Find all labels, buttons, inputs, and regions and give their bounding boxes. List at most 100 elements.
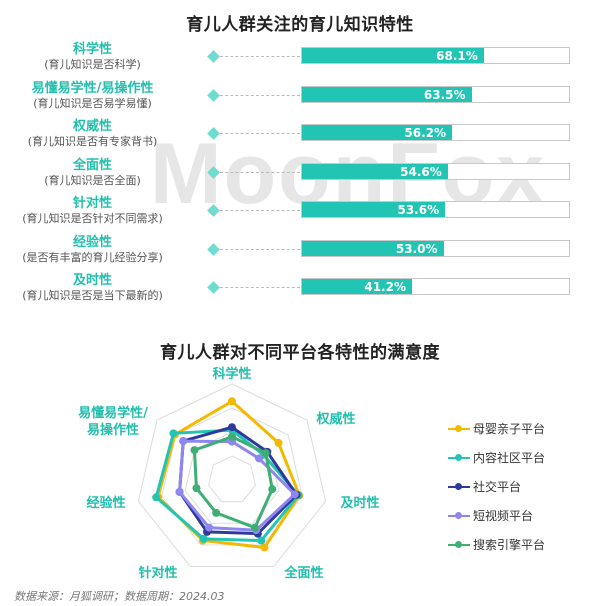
bar-row: 易懂易学性/易操作性 (育儿知识是否易学易懂) 63.5% xyxy=(0,81,600,115)
radar-data-point xyxy=(192,484,201,493)
bar-category-label: 针对性 (育儿知识是否针对不同需求) xyxy=(0,196,185,226)
bar-track: 68.1% xyxy=(301,47,570,64)
dotted-leader-line xyxy=(220,248,300,250)
bar-track: 53.0% xyxy=(301,239,570,257)
radar-data-point xyxy=(261,449,270,458)
bar-category-name: 及时性 xyxy=(72,273,112,288)
axis-label-authority: 权威性 xyxy=(316,412,356,427)
bar-track: 41.2% xyxy=(301,278,570,295)
radar-data-point xyxy=(169,429,178,438)
bar-fill: 41.2% xyxy=(302,279,412,294)
dotted-leader-line xyxy=(220,171,300,173)
bar-value-label: 56.2% xyxy=(404,126,447,140)
axis-label-experience: 经验性 xyxy=(86,496,126,511)
bar-category-desc: (育儿知识是否是当下最新的) xyxy=(22,289,163,302)
bar-row: 全面性 (育儿知识是否全面) 54.6% xyxy=(0,158,600,192)
radar-data-point xyxy=(205,523,214,532)
bar-fill: 63.5% xyxy=(302,86,472,102)
bar-category-desc: (育儿知识是否有专家背书) xyxy=(27,135,158,148)
axis-label-targeted: 针对性 xyxy=(138,566,178,581)
radar-data-point xyxy=(212,508,221,517)
axis-label-ease-line1: 易懂易学性/ xyxy=(78,406,148,421)
radar-data-point xyxy=(152,493,161,502)
bar-category-label: 经验性 (是否有丰富的育儿经验分享) xyxy=(0,235,185,265)
bar-category-label: 全面性 (育儿知识是否全面) xyxy=(0,158,185,188)
legend-dot-icon xyxy=(455,483,462,490)
axis-label-comprehensive: 全面性 xyxy=(284,566,324,581)
radar-data-point xyxy=(228,423,236,432)
radar-data-point xyxy=(260,543,269,552)
legend-dot-icon xyxy=(455,454,462,461)
bar-row: 经验性 (是否有丰富的育儿经验分享) 53.0% xyxy=(0,235,600,269)
bar-category-desc: (育儿知识是否针对不同需求) xyxy=(22,212,163,225)
legend-label: 短视频平台 xyxy=(473,509,534,523)
bar-category-label: 权威性 (育儿知识是否有专家背书) xyxy=(0,119,185,149)
legend-label: 搜索引擎平台 xyxy=(473,538,546,552)
radar-grid-ring xyxy=(184,431,280,524)
bar-category-label: 科学性 (育儿知识是否科学) xyxy=(0,42,185,72)
axis-label-scientific: 科学性 xyxy=(212,367,252,382)
bar-value-label: 53.0% xyxy=(395,241,438,256)
bar-track: 63.5% xyxy=(301,85,570,103)
radar-data-point xyxy=(199,534,208,543)
legend-dot-icon xyxy=(455,512,462,519)
bar-category-desc: (是否有丰富的育儿经验分享) xyxy=(22,250,163,264)
bar-category-label: 及时性 (育儿知识是否是当下最新的) xyxy=(0,273,185,303)
radar-chart-title: 育儿人群对不同平台各特性的满意度 xyxy=(160,343,440,363)
radar-data-point xyxy=(250,523,259,532)
legend-label: 社交平台 xyxy=(473,480,522,494)
dotted-leader-line xyxy=(220,56,300,57)
legend-dot-icon xyxy=(455,541,462,548)
bar-category-name: 全面性 xyxy=(72,157,112,173)
bar-category-name: 针对性 xyxy=(72,196,112,211)
radar-data-point xyxy=(290,490,299,499)
radar-data-point xyxy=(190,446,199,455)
bar-row: 权威性 (育儿知识是否有专家背书) 56.2% xyxy=(0,119,600,153)
bar-category-name: 易懂易学性/易操作性 xyxy=(31,80,154,96)
axis-label-ease-line2: 易操作性 xyxy=(86,423,139,438)
bar-category-name: 科学性 xyxy=(72,42,112,57)
radar-data-point xyxy=(274,438,283,447)
dotted-leader-line xyxy=(220,287,300,288)
radar-grid-ring xyxy=(208,455,256,503)
dotted-leader-line xyxy=(220,210,300,211)
bar-fill: 54.6% xyxy=(302,163,448,179)
data-source-note: 数据来源：月狐调研；数据周期：2024.03 xyxy=(14,590,225,603)
bar-fill: 56.2% xyxy=(302,125,453,140)
axis-label-timeliness: 及时性 xyxy=(340,496,380,511)
bar-row: 科学性 (育儿知识是否科学) 68.1% xyxy=(0,42,600,76)
radar-data-point xyxy=(228,397,236,406)
bar-chart-title: 育儿人群关注的育儿知识特性 xyxy=(186,15,414,35)
bar-category-desc: (育儿知识是否全面) xyxy=(44,173,141,187)
bar-row: 针对性 (育儿知识是否针对不同需求) 53.6% xyxy=(0,196,600,230)
bar-category-desc: (育儿知识是否科学) xyxy=(44,58,141,71)
bar-track: 54.6% xyxy=(301,162,570,180)
bar-track: 53.6% xyxy=(301,201,570,218)
bar-value-label: 68.1% xyxy=(436,49,478,63)
bar-category-name: 经验性 xyxy=(72,234,112,250)
radar-data-point xyxy=(268,485,277,494)
dotted-leader-line xyxy=(220,94,300,96)
bar-fill: 68.1% xyxy=(302,48,484,63)
legend-dot-icon xyxy=(455,425,462,432)
bar-category-name: 权威性 xyxy=(72,119,112,134)
bar-category-label: 易懂易学性/易操作性 (育儿知识是否易学易懂) xyxy=(0,81,185,111)
bar-value-label: 53.6% xyxy=(397,203,440,217)
radar-grid-ring xyxy=(137,383,327,567)
radar-data-point xyxy=(179,437,188,446)
bar-fill: 53.0% xyxy=(302,240,444,256)
radar-series xyxy=(190,432,277,532)
legend-label: 母婴亲子平台 xyxy=(473,422,546,436)
bar-category-desc: (育儿知识是否易学易懂) xyxy=(33,96,152,110)
bar-fill: 53.6% xyxy=(302,202,446,217)
legend-label: 内容社区平台 xyxy=(473,451,546,465)
radar-data-point xyxy=(175,487,184,496)
radar-data-point xyxy=(255,454,264,463)
radar-series xyxy=(175,437,299,535)
dotted-leader-line xyxy=(220,133,300,134)
radar-data-point xyxy=(228,432,236,441)
bar-track: 56.2% xyxy=(301,124,570,141)
bar-value-label: 41.2% xyxy=(364,280,406,294)
bar-value-label: 54.6% xyxy=(400,164,442,179)
